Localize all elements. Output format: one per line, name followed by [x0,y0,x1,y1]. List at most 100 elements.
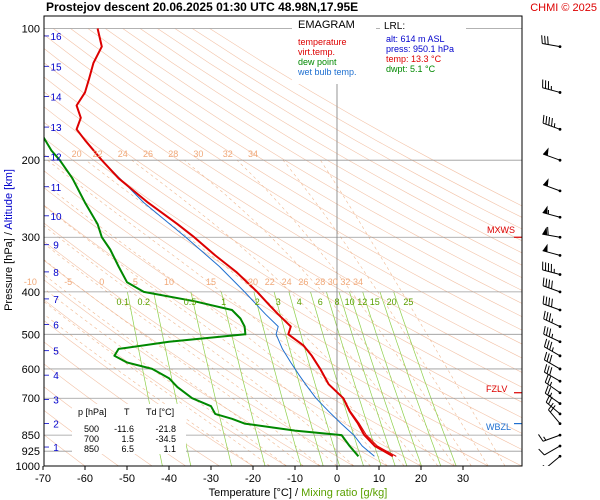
mixing-ratio-line [220,291,266,466]
x-axis-sep: / [292,487,301,499]
theta-label: 22 [93,149,103,159]
wind-barb-feather [538,434,544,442]
altitude-km-label: 9 [53,241,59,252]
dry-adiabat [44,62,522,359]
wind-barb-staff [547,455,561,466]
lrl-press: press: 950.1 hPa [386,44,454,54]
altitude-km-label: 5 [53,347,59,358]
mixing-ratio-label: 10 [345,297,355,307]
theta-label: 30 [328,277,338,287]
wind-barb-staff [542,212,561,218]
temp-tick-label: -40 [161,473,177,485]
wind-barb [543,351,562,371]
mixing-ratio-line [288,291,340,466]
mixing-ratio-label: 3 [276,297,281,307]
series-temperature [75,28,394,458]
theta-label: 28 [168,149,178,159]
lrl-dwpt: dwpt: 5.1 °C [386,64,436,74]
wind-barb-half-feather [549,392,553,397]
y-axis-pressure-label: Pressure [hPa] [3,238,15,311]
lrl-temp: temp: 13.3 °C [386,54,442,64]
sounding-table: p [hPa] T Td [°C] 500 -11.6 -21.8 700 1.… [72,404,186,454]
wind-barb-feather [543,325,546,335]
pressure-tick-label: 1000 [16,461,40,473]
dry-adiabat [44,34,522,331]
altitude-km-label: 3 [53,396,59,407]
wind-barb-feather [545,278,548,287]
dry-adiabat [44,48,522,345]
wind-barb-feather [546,365,550,374]
wind-barb-station [558,391,562,395]
wind-barb-feather [545,115,548,125]
mixing-ratio-label: 4 [297,297,302,307]
legend-wet-bulb: wet bulb temp. [297,67,357,77]
temp-tick-label: -50 [119,473,135,485]
wind-barb-feather [545,327,549,336]
wind-barb-flag [542,243,548,252]
wind-barb-feather [551,280,553,289]
wind-barb-station [558,402,562,405]
wind-barb-flag [543,178,549,187]
theta-label: 20 [248,277,258,287]
wind-barb-half-feather [543,436,547,441]
dry-adiabat [87,28,522,291]
table-header-p: p [hPa] [78,407,107,417]
wind-barb-station [558,367,562,371]
mxws-marker-label: MXWS [487,225,515,235]
legend-virt-temp: virt.temp. [298,47,335,57]
wind-barb-feather [542,114,545,124]
mixing-ratio-label: 2 [255,297,260,307]
table-cell-td-700: -34.5 [155,434,176,444]
mixing-ratio-line [379,291,442,466]
pressure-tick-label: 850 [22,430,40,442]
table-cell-t-500: -11.6 [114,424,134,434]
wind-barb-feather [543,338,548,347]
wind-barb-half-feather [542,464,545,466]
wind-barb-feather [547,387,552,396]
wind-barb [542,277,562,294]
wind-barb-staff [542,153,561,161]
wind-barb-flag [543,147,549,156]
table-header-t: T [124,407,130,417]
altitude-km-label: 1 [53,443,59,454]
wind-barb-station [558,379,562,383]
wind-barb-feather [545,394,551,403]
wind-barb [542,114,562,131]
credit-label: CHMI © 2025 [530,2,597,14]
wind-barb [543,325,562,344]
mixing-ratio-label: 20 [387,297,397,307]
wind-barb-feather [548,402,554,411]
theta-label: 26 [143,149,153,159]
temp-tick-label: -10 [287,473,303,485]
wind-barb-feather [543,351,548,361]
wind-barb-half-feather [549,381,553,387]
wind-barb [542,261,562,276]
wind-barb-station [558,253,562,257]
wind-barb [541,35,562,49]
theta-label: 30 [193,149,203,159]
wind-barb [543,338,562,358]
wind-barb-station [558,422,562,426]
mixing-ratio-label: 0.2 [138,297,151,307]
wind-barb-feather [545,312,549,321]
temp-tick-label: 30 [457,473,469,485]
mixing-ratio-label: 15 [370,297,380,307]
wind-barb-feather [548,297,551,306]
wind-barb [544,385,562,405]
dry-adiabat [192,28,522,218]
wind-barb-station [558,189,562,193]
wind-barb [538,433,562,442]
wind-barb-feather [549,354,553,364]
theta-label: -10 [24,277,37,287]
series-wet-bulb-temp [101,159,375,457]
theta-label: 34 [248,149,258,159]
wind-barb-feather [544,374,549,383]
x-axis-mix-label: Mixing ratio [g/kg] [301,487,387,499]
wind-barb-station [558,91,562,94]
theta-label: 5 [133,277,138,287]
mixing-ratio-label: 6 [318,297,323,307]
wind-barb-feather [551,117,553,127]
altitude-km-label: 2 [53,420,59,431]
dry-adiabat [44,222,422,466]
temp-tick-label: -70 [35,473,51,485]
